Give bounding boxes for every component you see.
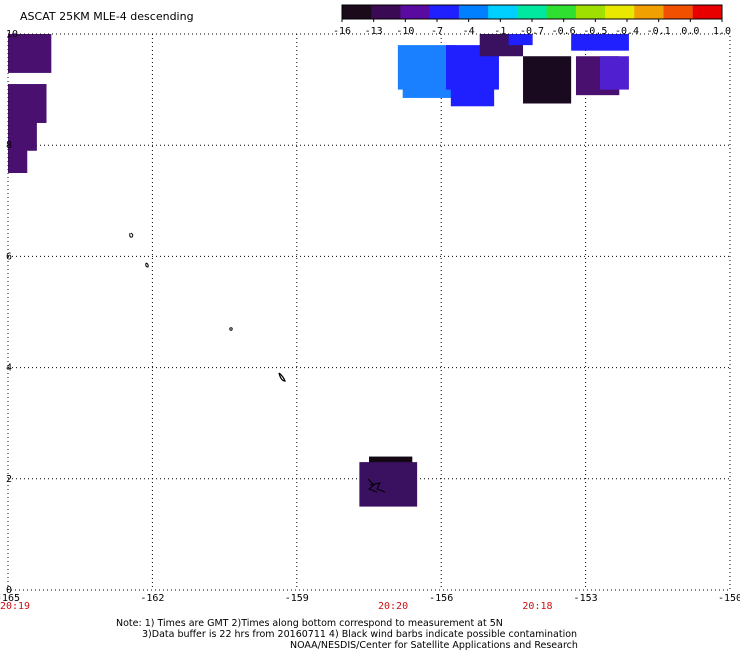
color-scale-legend: -16 -13 -10 -7 -4 -1 -0.7 -0.6 -0.5 -0.4 -0.1 0.0 1.… [333,4,731,37]
wind-cell [402,84,456,98]
colorbar-swatch [429,5,460,19]
wind-cell [8,145,28,173]
y-tick-label: 2 [6,474,12,485]
colorbar-swatch [342,5,372,19]
wind-barb [278,372,286,382]
y-tick-label: 8 [6,140,12,151]
wind-barb [129,232,134,238]
colorbar-swatch [692,5,723,19]
footnotes: Note: 1) Times are GMT 2)Times along bot… [116,618,578,650]
x-tick-label: -153 [574,593,598,604]
wind-barb [145,262,149,268]
colorbar-swatch [458,5,489,19]
colorbar-label: -0.6 [552,26,576,37]
figure-title: ASCAT 25KM MLE-4 descending [20,10,194,23]
colorbar-swatch [663,5,694,19]
colorbar-label: -0.1 [647,26,671,37]
colorbar-swatch [517,5,548,19]
wind-cell [571,34,629,51]
time-label: 20:19 [0,601,30,612]
time-label: 20:18 [522,601,552,612]
colorbar-label: -4 [463,26,475,37]
note-line-1: Note: 1) Times are GMT 2)Times along bot… [116,618,503,629]
note-line-3: NOAA/NESDIS/Center for Satellite Applica… [290,640,578,650]
colorbar-label: -7 [431,26,443,37]
wind-cell [523,56,572,104]
wind-cell [508,34,533,46]
y-tick-label: 4 [6,363,12,374]
colorbar-label: 0.0 [681,26,699,37]
colorbar-swatch [371,5,401,19]
time-labels: 20:19 20:20 20:18 [0,601,553,612]
wind-speed-cells [8,34,629,507]
colorbar-swatch [546,5,577,19]
y-tick-label: 0 [6,585,12,596]
colorbar-label: -10 [396,26,414,37]
time-label: 20:20 [378,601,408,612]
y-axis: 0 2 4 6 8 10 [6,29,18,596]
y-tick-label: 6 [6,251,12,262]
colorbar-label: -1 [494,26,506,37]
x-tick-label: -162 [140,593,164,604]
map-frame [7,33,731,591]
note-line-2: 3)Data buffer is 22 hrs from 20160711 4)… [142,629,577,640]
wind-barbs [129,232,386,493]
wind-cell [600,56,629,90]
wind-cell [359,462,418,507]
colorbar-label: 1.0 [713,26,731,37]
colorbar-label: -0.7 [520,26,544,37]
wind-barb [229,327,233,331]
y-tick-label: 10 [6,29,18,40]
x-tick-label: -165 [0,593,20,604]
colorbar-swatch [400,5,431,19]
colorbar-swatch [488,5,518,19]
wind-cell [8,111,37,151]
x-tick-label: -156 [429,593,453,604]
wind-cell [8,34,52,73]
x-tick-label: -159 [285,593,309,604]
colorbar-label: -16 [333,26,351,37]
colorbar-label: -0.5 [583,26,607,37]
colorbar-label: -13 [365,26,383,37]
x-axis: -165 -162 -159 -156 -153 -150 [0,593,740,604]
wind-barb [367,478,386,493]
x-tick-label: -150 [718,593,740,604]
colorbar-swatch [605,5,635,19]
colorbar-label: -0.4 [615,26,639,37]
colorbar-swatch [575,5,606,19]
colorbar-swatch [634,5,665,19]
wind-cell [450,86,495,107]
